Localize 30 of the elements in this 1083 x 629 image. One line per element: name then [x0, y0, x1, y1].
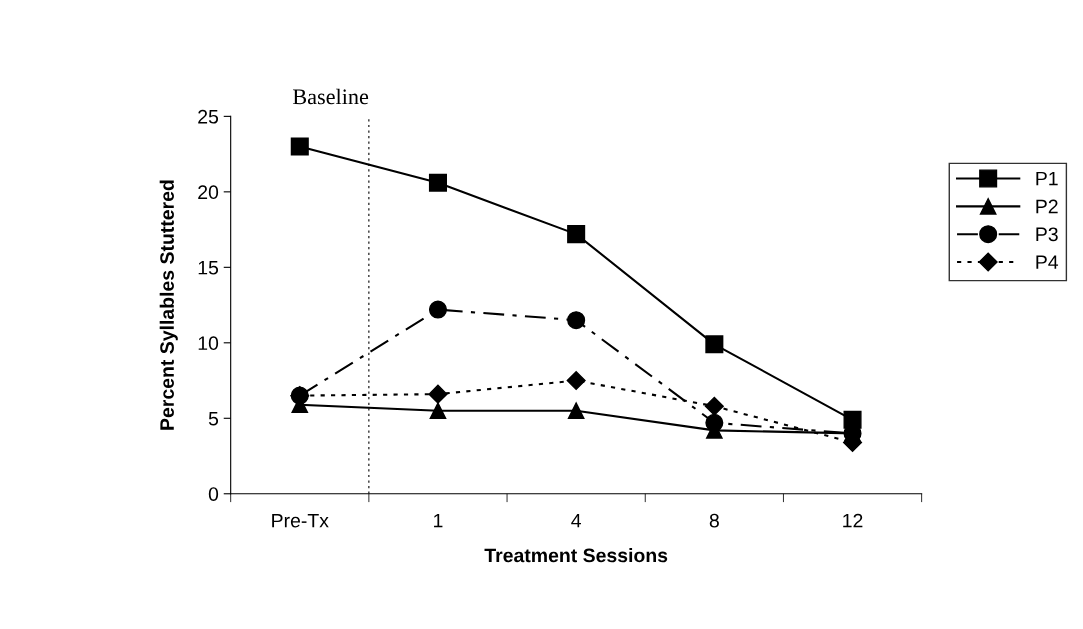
- point: [704, 396, 724, 416]
- point: [429, 402, 447, 420]
- x-tick-label: 12: [843, 513, 863, 528]
- legend-label: P3: [1036, 227, 1058, 242]
- point: [566, 371, 586, 391]
- point: [567, 402, 585, 420]
- y-tick-label: 15: [198, 260, 219, 275]
- y-tick-label: 20: [198, 185, 219, 200]
- x-tick-label: 1: [434, 513, 443, 528]
- y-tick-label: 25: [198, 109, 219, 124]
- x-tick-label: Pre-Tx: [272, 513, 329, 528]
- legend-label: P2: [1036, 199, 1058, 214]
- x-axis-title: Treatment Sessions: [484, 548, 668, 563]
- legend-label: P4: [1036, 255, 1059, 269]
- y-axis-title: Percent Syllables Stuttered: [159, 180, 178, 430]
- point: [567, 311, 586, 330]
- point: [705, 413, 724, 432]
- y-tick-label: 0: [208, 487, 219, 501]
- point: [428, 384, 448, 404]
- point: [290, 137, 309, 156]
- y-tick-label: 5: [208, 411, 219, 426]
- point: [705, 335, 724, 354]
- point: [428, 300, 447, 319]
- y-tick-label: 10: [198, 336, 219, 351]
- x-tick-label: 4: [571, 513, 581, 528]
- x-tick-label: 8: [709, 513, 719, 528]
- text: Baseline: [292, 88, 369, 105]
- point: [567, 225, 586, 244]
- point: [428, 173, 447, 192]
- legend-label: P1: [1036, 171, 1058, 186]
